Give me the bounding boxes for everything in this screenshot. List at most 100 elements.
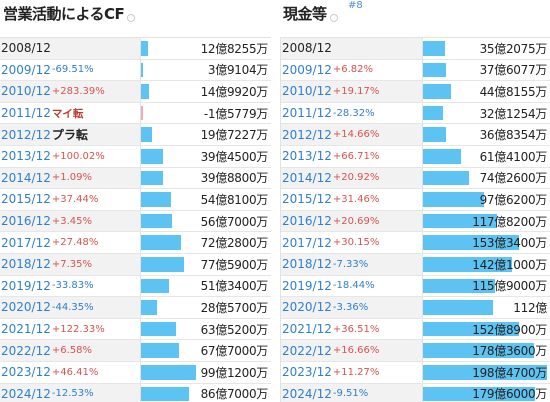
table-row: 2014/12 +1.09% 39億8800万 bbox=[0, 167, 271, 190]
year-label[interactable]: 2024/12 bbox=[1, 386, 51, 401]
table-row: 2021/12 +36.51% 152億8900万 bbox=[281, 318, 550, 341]
value-text: 3億9104万 bbox=[207, 63, 268, 78]
table-row: 2012/12 +14.66% 36億8354万 bbox=[281, 124, 550, 146]
value-text: 39億8800万 bbox=[200, 171, 269, 186]
year-label[interactable]: 2017/12 bbox=[1, 235, 51, 250]
table-row: 2009/12 -69.51% 3億9104万 bbox=[0, 59, 271, 82]
year-label[interactable]: 2021/12 bbox=[282, 322, 332, 337]
year-label[interactable]: 2022/12 bbox=[282, 343, 332, 358]
year-label[interactable]: 2023/12 bbox=[282, 365, 332, 380]
operating-cf-header: 営業活動によるCF bbox=[0, 0, 271, 37]
value-text: 14億9920万 bbox=[200, 84, 269, 99]
bar-cell: 179億6000万 bbox=[423, 383, 550, 402]
year-label[interactable]: 2014/12 bbox=[1, 170, 51, 185]
year-cell: 2018/12 +7.35% bbox=[0, 253, 141, 275]
table-row: 2021/12 +122.33% 63億5200万 bbox=[0, 318, 271, 341]
year-label[interactable]: 2011/12 bbox=[282, 106, 332, 121]
year-label[interactable]: 2009/12 bbox=[1, 62, 51, 77]
year-cell: 2014/12 +1.09% bbox=[0, 167, 141, 189]
help-icon[interactable] bbox=[329, 14, 338, 22]
year-cell: 2022/12 +6.58% bbox=[0, 340, 141, 361]
year-label[interactable]: 2015/12 bbox=[1, 192, 51, 207]
year-label[interactable]: 2010/12 bbox=[282, 84, 332, 99]
year-label[interactable]: 2011/12 bbox=[1, 106, 51, 121]
year-label[interactable]: 2020/12 bbox=[1, 300, 51, 315]
year-label[interactable]: 2020/12 bbox=[282, 300, 332, 315]
year-label[interactable]: 2014/12 bbox=[282, 170, 332, 185]
change-rate: +122.33% bbox=[51, 323, 105, 335]
year-label[interactable]: 2024/12 bbox=[282, 386, 332, 401]
table-row: 2024/12 -9.51% 179億6000万 bbox=[281, 383, 550, 402]
value-text: -1億5779万 bbox=[203, 106, 268, 121]
year-label[interactable]: 2017/12 bbox=[282, 235, 332, 250]
value-text: 56億7000万 bbox=[200, 214, 269, 229]
year-label[interactable]: 2018/12 bbox=[1, 257, 51, 272]
year-label[interactable]: 2023/12 bbox=[1, 365, 51, 380]
value-bar bbox=[141, 213, 172, 229]
bar-cell: 19億7227万 bbox=[141, 124, 271, 145]
year-label[interactable]: 2009/12 bbox=[282, 62, 332, 77]
year-label[interactable]: 2022/12 bbox=[1, 343, 51, 358]
table-row: 2017/12 +27.48% 72億2800万 bbox=[0, 232, 271, 254]
year-label[interactable]: 2016/12 bbox=[282, 214, 332, 229]
operating-cf-title: 営業活動によるCF bbox=[3, 3, 136, 24]
year-cell: 2008/12 bbox=[281, 38, 423, 59]
help-icon[interactable] bbox=[127, 14, 136, 22]
change-rate: +36.51% bbox=[332, 323, 380, 335]
year-label[interactable]: 2018/12 bbox=[282, 257, 332, 272]
bar-cell: 97億6200万 bbox=[423, 189, 550, 210]
year-label[interactable]: 2012/12 bbox=[1, 127, 51, 142]
change-rate: +3.45% bbox=[51, 215, 93, 227]
value-text: 97億6200万 bbox=[479, 192, 548, 207]
change-rate: -3.36% bbox=[332, 301, 369, 313]
table-row: 2022/12 +6.58% 67億7000万 bbox=[0, 340, 271, 362]
table-row: 2020/12 -44.35% 28億5700万 bbox=[0, 297, 271, 319]
year-cell: 2024/12 -12.53% bbox=[0, 383, 141, 402]
cash-header: 現金等 #8 bbox=[280, 0, 550, 37]
value-bar bbox=[141, 105, 143, 121]
cash-anchor-link[interactable]: #8 bbox=[348, 0, 363, 11]
year-cell: 2011/12 マイ転 bbox=[0, 102, 141, 124]
value-bar bbox=[423, 213, 497, 229]
change-rate: マイ転 bbox=[51, 107, 84, 120]
year-cell: 2020/12 -3.36% bbox=[281, 297, 423, 318]
bar-cell: 63億5200万 bbox=[141, 318, 271, 340]
bar-cell: 12億8255万 bbox=[141, 38, 271, 59]
change-rate: +19.17% bbox=[332, 85, 380, 97]
year-label[interactable]: 2010/12 bbox=[1, 84, 51, 99]
bar-cell: -1億5779万 bbox=[141, 102, 271, 124]
change-rate: +66.71% bbox=[332, 150, 380, 162]
year-cell: 2009/12 +6.82% bbox=[281, 59, 423, 81]
bar-cell: 56億7000万 bbox=[141, 210, 271, 232]
year-label[interactable]: 2015/12 bbox=[282, 192, 332, 207]
year-label[interactable]: 2019/12 bbox=[1, 278, 51, 293]
table-row: 2011/12 マイ転 -1億5779万 bbox=[0, 102, 271, 125]
cash-panel: 現金等 #8 2008/12 35億2075万 2009/12 +6.82% 37億60… bbox=[280, 0, 550, 402]
value-bar bbox=[141, 127, 152, 142]
change-rate: +6.82% bbox=[332, 64, 374, 76]
value-bar bbox=[423, 62, 446, 78]
value-text: 179億6000万 bbox=[472, 387, 547, 402]
change-rate: -44.35% bbox=[51, 301, 94, 313]
year-label[interactable]: 2021/12 bbox=[1, 322, 51, 337]
bar-cell: 35億2075万 bbox=[423, 38, 550, 59]
year-label: 2008/12 bbox=[282, 41, 332, 56]
year-cell: 2021/12 +122.33% bbox=[0, 318, 141, 340]
table-row: 2015/12 +31.46% 97億6200万 bbox=[281, 189, 550, 211]
year-cell: 2015/12 +31.46% bbox=[281, 189, 423, 210]
value-text: 44億8155万 bbox=[479, 84, 548, 99]
table-row: 2018/12 -7.33% 142億1000万 bbox=[281, 253, 550, 276]
year-label[interactable]: 2012/12 bbox=[282, 127, 332, 142]
bar-cell: 51億3400万 bbox=[141, 275, 271, 297]
change-rate: -28.32% bbox=[332, 107, 375, 119]
year-label[interactable]: 2016/12 bbox=[1, 214, 51, 229]
year-cell: 2010/12 +283.39% bbox=[0, 81, 141, 102]
year-label[interactable]: 2013/12 bbox=[282, 149, 332, 164]
value-bar bbox=[423, 84, 451, 99]
change-rate: -12.53% bbox=[51, 388, 94, 400]
year-label[interactable]: 2019/12 bbox=[282, 278, 332, 293]
value-text: 142億1000万 bbox=[472, 257, 547, 272]
change-rate: +37.44% bbox=[51, 193, 99, 205]
year-cell: 2019/12 -33.83% bbox=[0, 275, 141, 297]
year-label[interactable]: 2013/12 bbox=[1, 149, 51, 164]
